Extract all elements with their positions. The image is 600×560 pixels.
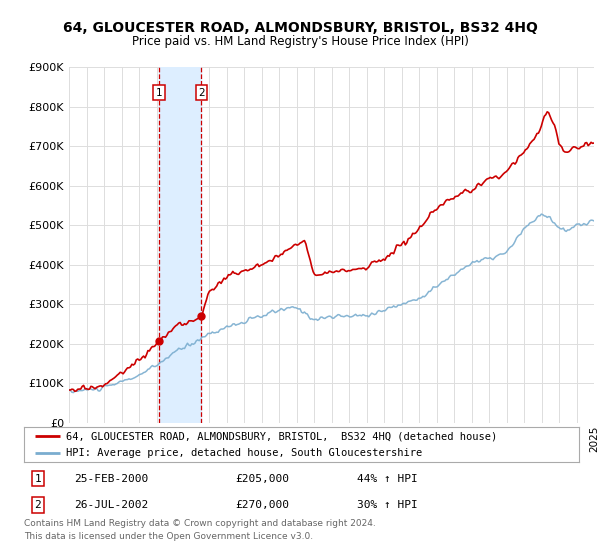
Text: £205,000: £205,000 xyxy=(235,474,289,484)
Text: Contains HM Land Registry data © Crown copyright and database right 2024.: Contains HM Land Registry data © Crown c… xyxy=(24,520,376,529)
Text: £270,000: £270,000 xyxy=(235,500,289,510)
Text: 1: 1 xyxy=(155,88,162,98)
Text: 25-FEB-2000: 25-FEB-2000 xyxy=(74,474,148,484)
Text: 64, GLOUCESTER ROAD, ALMONDSBURY, BRISTOL, BS32 4HQ: 64, GLOUCESTER ROAD, ALMONDSBURY, BRISTO… xyxy=(62,21,538,35)
Text: HPI: Average price, detached house, South Gloucestershire: HPI: Average price, detached house, Sout… xyxy=(65,448,422,458)
Text: Price paid vs. HM Land Registry's House Price Index (HPI): Price paid vs. HM Land Registry's House … xyxy=(131,35,469,48)
Text: 30% ↑ HPI: 30% ↑ HPI xyxy=(357,500,418,510)
Text: This data is licensed under the Open Government Licence v3.0.: This data is licensed under the Open Gov… xyxy=(24,532,313,541)
Text: 2: 2 xyxy=(35,500,41,510)
Text: 1: 1 xyxy=(35,474,41,484)
Text: 64, GLOUCESTER ROAD, ALMONDSBURY, BRISTOL,  BS32 4HQ (detached house): 64, GLOUCESTER ROAD, ALMONDSBURY, BRISTO… xyxy=(65,431,497,441)
Text: 44% ↑ HPI: 44% ↑ HPI xyxy=(357,474,418,484)
Text: 2: 2 xyxy=(198,88,205,98)
Bar xyxy=(159,67,202,423)
Text: 26-JUL-2002: 26-JUL-2002 xyxy=(74,500,148,510)
